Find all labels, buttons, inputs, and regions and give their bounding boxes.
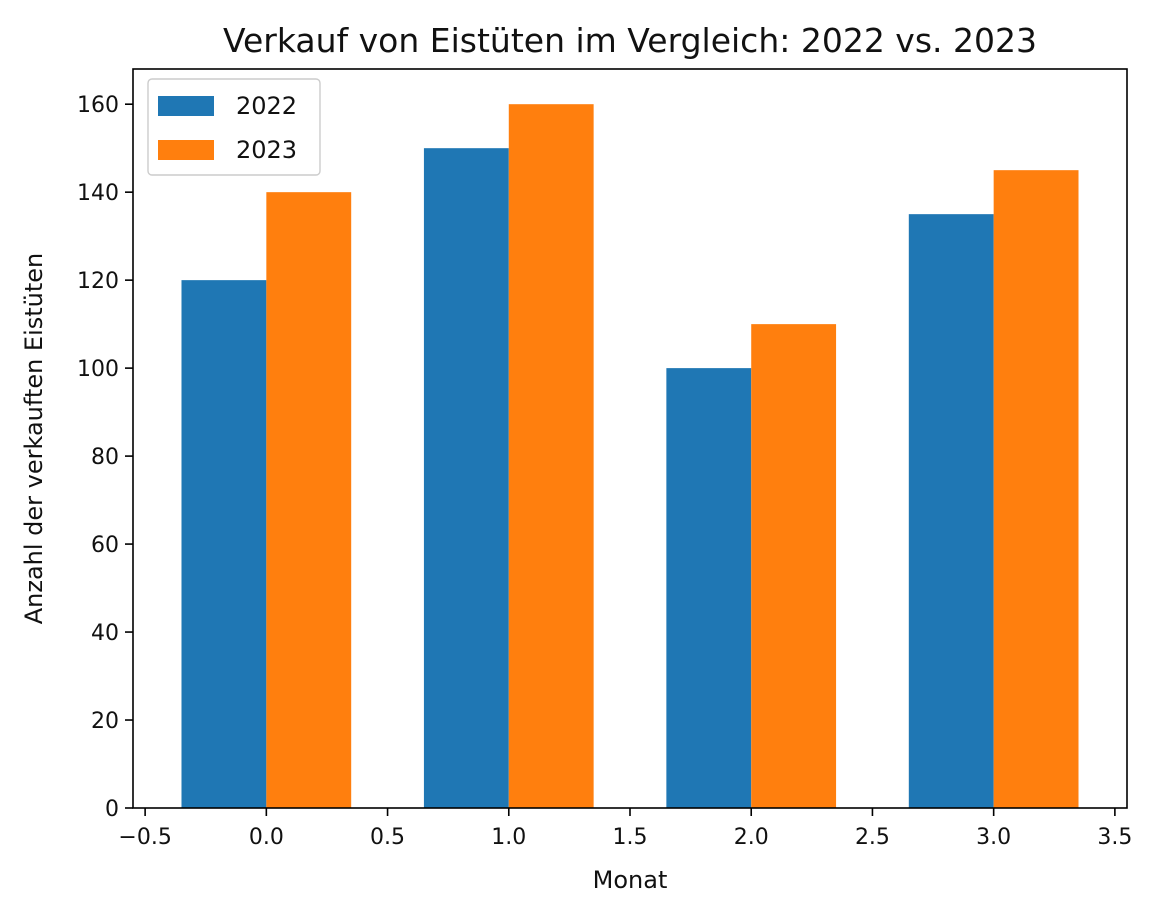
x-tick-label: 2.5 bbox=[855, 825, 890, 850]
x-tick-label: 1.0 bbox=[491, 825, 526, 850]
bar-2023-3 bbox=[993, 170, 1079, 809]
x-axis-ticks: −0.5 0.0 0.5 1.0 1.5 2.0 2.5 3.0 3.5 bbox=[118, 808, 1132, 850]
legend-swatch-2023 bbox=[158, 140, 214, 160]
y-tick-label: 60 bbox=[91, 533, 119, 558]
x-tick-label: 0.5 bbox=[370, 825, 405, 850]
x-tick-label: 3.0 bbox=[976, 825, 1011, 850]
y-axis-label: Anzahl der verkauften Eistüten bbox=[20, 253, 48, 625]
bar-2022-0 bbox=[181, 280, 267, 809]
bar-2022-1 bbox=[423, 148, 509, 808]
y-tick-label: 0 bbox=[105, 797, 119, 822]
y-tick-label: 140 bbox=[77, 181, 119, 206]
y-tick-label: 120 bbox=[77, 269, 119, 294]
bar-2022-2 bbox=[666, 368, 752, 808]
legend-label-2023: 2023 bbox=[236, 136, 297, 164]
legend: 2022 2023 bbox=[147, 78, 321, 176]
bar-2023-0 bbox=[266, 192, 352, 808]
y-tick-label: 40 bbox=[91, 621, 119, 646]
y-tick-label: 80 bbox=[91, 445, 119, 470]
x-tick-label: 3.5 bbox=[1097, 825, 1132, 850]
x-tick-label: 2.0 bbox=[734, 825, 769, 850]
bar-2023-2 bbox=[751, 324, 837, 808]
bars-group bbox=[181, 104, 1079, 809]
y-tick-label: 160 bbox=[77, 93, 119, 118]
bar-2022-3 bbox=[908, 214, 994, 809]
x-tick-label: 0.0 bbox=[249, 825, 284, 850]
x-tick-label: −0.5 bbox=[118, 825, 171, 850]
x-tick-label: 1.5 bbox=[613, 825, 648, 850]
x-axis-label: Monat bbox=[593, 866, 668, 894]
chart-title: Verkauf von Eistüten im Vergleich: 2022 … bbox=[223, 21, 1037, 60]
legend-swatch-2022 bbox=[158, 96, 214, 116]
y-tick-label: 20 bbox=[91, 709, 119, 734]
y-axis-ticks: 0 20 40 60 80 100 120 140 160 bbox=[77, 93, 133, 822]
bar-2023-1 bbox=[508, 104, 594, 808]
legend-label-2022: 2022 bbox=[236, 92, 297, 120]
y-tick-label: 100 bbox=[77, 357, 119, 382]
